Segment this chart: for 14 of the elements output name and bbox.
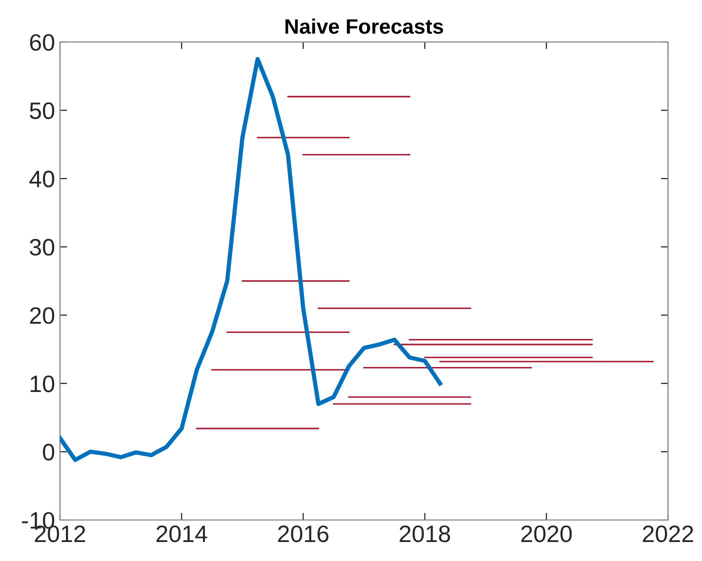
- y-tick-label: 60: [30, 34, 54, 51]
- x-tick-label: 2022: [642, 525, 694, 542]
- x-tick-label: 2014: [156, 525, 208, 542]
- y-tick-label: 0: [42, 444, 54, 460]
- x-tick-label: 2020: [521, 525, 572, 542]
- y-tick-label: 30: [30, 238, 54, 256]
- chart-title: Naive Forecasts: [285, 18, 444, 34]
- y-tick-label: 20: [30, 307, 54, 324]
- y-tick-label: 10: [30, 375, 54, 392]
- line-series: [60, 56, 442, 462]
- y-tick-label: 40: [29, 170, 54, 188]
- x-tick-label: 2016: [278, 525, 328, 542]
- x-tick-label: 2018: [400, 525, 450, 542]
- y-tick-label: 50: [30, 102, 54, 120]
